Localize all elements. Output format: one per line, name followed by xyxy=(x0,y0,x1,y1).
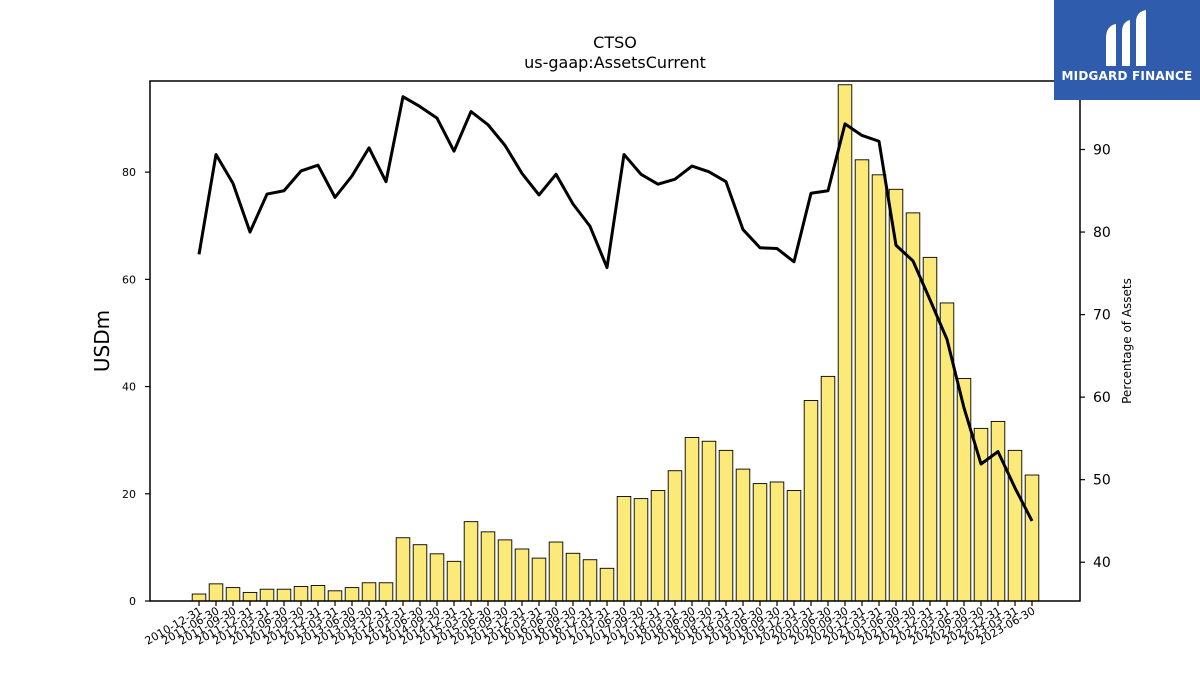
bar-2021-03-31 xyxy=(871,174,887,602)
bar-2011-06-30 xyxy=(208,583,224,602)
y2-tick-label: 90 xyxy=(1093,143,1111,159)
bar-2014-03-31 xyxy=(395,537,411,602)
bar-2018-03-31 xyxy=(667,470,683,602)
bar-2013-06-30 xyxy=(344,587,360,602)
bar-2023-06-30 xyxy=(1024,474,1040,602)
y2-tick-label: 70 xyxy=(1093,308,1111,324)
bar-2020-03-31 xyxy=(803,400,819,602)
y-axis-label: USDm xyxy=(90,310,114,372)
chart-subtitle: us-gaap:AssetsCurrent xyxy=(524,53,706,72)
brand-name: MIDGARD FINANCE xyxy=(1061,69,1193,83)
x-axis-ticks: 2010-12-312011-06-302011-09-302011-12-31… xyxy=(143,601,1038,648)
bar-2011-12-31 xyxy=(242,591,258,602)
bar-2016-06-30 xyxy=(548,541,564,602)
bar-2015-09-30 xyxy=(497,539,513,602)
bar-2016-09-30 xyxy=(565,552,581,602)
bar-2023-03-31 xyxy=(1007,449,1023,602)
bar-2022-12-31 xyxy=(990,420,1006,602)
bar-series xyxy=(191,84,1040,602)
bar-2018-06-30 xyxy=(684,437,700,602)
bar-2012-12-31 xyxy=(310,585,326,602)
plot-frame xyxy=(149,80,1081,602)
bar-2017-12-31 xyxy=(650,490,666,602)
bar-2020-06-30 xyxy=(820,375,836,602)
y2-tick-label: 40 xyxy=(1093,555,1111,571)
bar-2016-12-31 xyxy=(582,559,598,602)
y-tick-label: 80 xyxy=(122,166,136,179)
y2-tick-label: 60 xyxy=(1093,390,1111,406)
bar-2010-12-31 xyxy=(191,593,207,602)
bar-2011-09-30 xyxy=(225,587,241,602)
line-series xyxy=(197,95,1034,522)
bar-2015-03-31 xyxy=(463,521,479,602)
y2-tick-label: 80 xyxy=(1093,225,1111,241)
right-axis-ticks: 40 50 60 70 80 90 xyxy=(1080,143,1111,571)
bar-2017-06-30 xyxy=(616,496,632,602)
y-tick-label: 60 xyxy=(122,273,136,286)
bar-2013-03-31 xyxy=(327,590,343,602)
bar-2015-12-31 xyxy=(514,548,530,602)
bar-2013-12-31 xyxy=(378,582,394,602)
bar-2019-12-31 xyxy=(786,490,802,602)
bar-2017-03-31 xyxy=(599,567,615,602)
brand-logo: MIDGARD FINANCE xyxy=(1054,0,1200,100)
bar-2019-06-30 xyxy=(752,483,768,602)
bar-2014-06-30 xyxy=(412,544,428,602)
y-tick-label: 0 xyxy=(129,595,136,608)
bar-2013-09-30 xyxy=(361,582,377,602)
bar-2018-09-30 xyxy=(701,440,717,602)
y-tick-label: 20 xyxy=(122,488,136,501)
midgard-logo-icon xyxy=(1106,10,1146,66)
bar-2022-03-31 xyxy=(939,302,955,602)
chart-title: CTSO xyxy=(593,33,637,52)
left-axis-ticks: 0 20 40 60 80 xyxy=(122,166,150,608)
bar-2020-09-30 xyxy=(837,84,853,602)
y-tick-label: 40 xyxy=(122,381,136,394)
bar-2022-09-30 xyxy=(973,427,989,602)
bar-2012-09-30 xyxy=(293,586,309,602)
y2-axis-label: Percentage of Assets xyxy=(1120,278,1134,404)
bar-2020-12-31 xyxy=(854,159,870,602)
bar-2014-09-30 xyxy=(429,553,445,602)
bar-2012-06-30 xyxy=(276,588,292,602)
bar-2015-06-30 xyxy=(480,531,496,602)
y2-tick-label: 50 xyxy=(1093,473,1111,489)
bar-2017-09-30 xyxy=(633,498,649,602)
bar-2016-03-31 xyxy=(531,557,547,602)
bar-2018-12-31 xyxy=(718,449,734,602)
bar-2019-03-31 xyxy=(735,468,751,602)
bar-2012-03-31 xyxy=(259,588,275,602)
line-percentage-of-assets xyxy=(197,95,1034,522)
bar-2014-12-31 xyxy=(446,560,462,602)
bar-2019-09-30 xyxy=(769,481,785,602)
